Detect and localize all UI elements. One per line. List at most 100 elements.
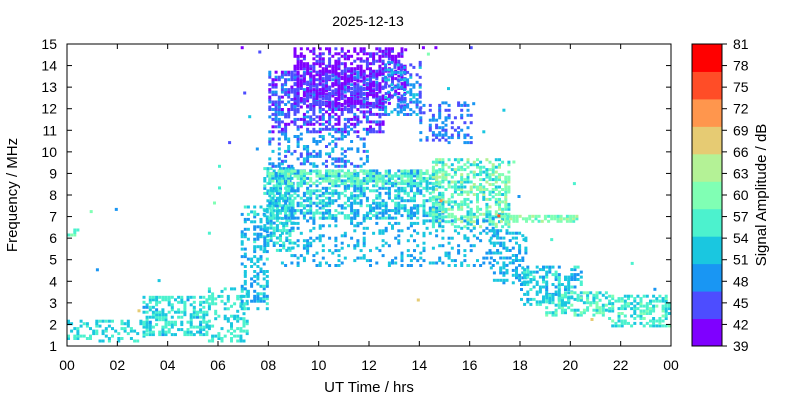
signal-point	[576, 313, 580, 317]
signal-point	[639, 317, 643, 320]
signal-point	[394, 89, 398, 93]
signal-point	[321, 97, 325, 100]
signal-point	[435, 210, 439, 214]
signal-point	[95, 329, 99, 333]
signal-point	[406, 181, 410, 185]
signal-point	[365, 59, 369, 63]
signal-point	[279, 204, 282, 208]
signal-point	[391, 224, 394, 228]
signal-point	[412, 95, 416, 99]
signal-point	[520, 297, 523, 301]
signal-point	[608, 307, 612, 311]
signal-point	[400, 251, 404, 255]
signal-point	[422, 204, 426, 208]
signal-point	[243, 235, 247, 239]
signal-point	[331, 110, 335, 114]
signal-point	[315, 84, 319, 88]
signal-point	[466, 103, 470, 107]
signal-point	[253, 232, 257, 236]
signal-point	[269, 231, 273, 235]
signal-point	[447, 103, 451, 107]
signal-point	[515, 217, 519, 221]
signal-point	[400, 204, 404, 208]
signal-point	[419, 179, 423, 183]
signal-point	[343, 94, 347, 98]
signal-point	[528, 217, 532, 221]
signal-point	[524, 236, 528, 240]
signal-point	[450, 259, 454, 263]
signal-point	[268, 88, 272, 92]
signal-point	[399, 108, 403, 112]
signal-point	[274, 125, 278, 129]
signal-point	[627, 304, 630, 308]
signal-point	[271, 78, 275, 82]
signal-point	[438, 160, 442, 164]
signal-point	[391, 259, 394, 263]
signal-point	[397, 74, 401, 78]
signal-point	[425, 177, 429, 181]
signal-point	[557, 278, 561, 281]
signal-point	[207, 297, 211, 301]
signal-point	[564, 285, 567, 289]
signal-point	[642, 304, 646, 308]
signal-point	[387, 214, 391, 218]
signal-point	[396, 103, 400, 107]
signal-point	[518, 278, 522, 282]
signal-point	[343, 77, 347, 81]
signal-point	[359, 79, 363, 83]
signal-point	[505, 268, 509, 272]
signal-point	[315, 209, 319, 213]
signal-point	[350, 211, 354, 215]
signal-point	[337, 259, 341, 263]
signal-point	[312, 254, 316, 258]
signal-point	[378, 216, 382, 220]
signal-point	[518, 251, 522, 255]
signal-point	[548, 293, 552, 297]
signal-point	[491, 178, 495, 182]
plot-area: 00 02 04 06 08 10 12 14 16 18 20 22 0012345678910111…	[41, 36, 679, 373]
signal-point	[384, 110, 388, 114]
signal-point	[285, 239, 289, 242]
signal-point	[284, 127, 288, 131]
signal-point	[205, 313, 209, 317]
signal-point	[296, 177, 300, 181]
signal-point	[661, 304, 665, 308]
signal-point	[325, 145, 328, 148]
signal-point	[340, 152, 344, 156]
y-tick-label: 1	[49, 338, 57, 354]
signal-point	[397, 92, 401, 95]
signal-point	[498, 197, 501, 201]
signal-point	[340, 179, 344, 183]
signal-point	[359, 249, 363, 253]
signal-point	[312, 79, 316, 83]
signal-point	[158, 333, 162, 337]
signal-point	[350, 196, 354, 200]
signal-point	[321, 162, 325, 166]
signal-point	[92, 329, 96, 333]
signal-point	[623, 319, 627, 323]
signal-point	[482, 130, 486, 134]
signal-point	[494, 158, 498, 162]
signal-point	[375, 74, 379, 78]
signal-point	[466, 202, 470, 206]
signal-point	[409, 73, 413, 77]
signal-point	[598, 308, 602, 312]
signal-point	[328, 236, 332, 240]
signal-point	[503, 214, 506, 218]
signal-point	[315, 189, 319, 193]
signal-point	[277, 147, 281, 151]
signal-point	[302, 99, 306, 103]
signal-point	[381, 79, 385, 83]
signal-point	[444, 123, 448, 127]
signal-point	[274, 78, 278, 82]
signal-point	[548, 270, 552, 274]
signal-point	[438, 207, 442, 211]
signal-point	[406, 209, 410, 213]
signal-point	[463, 219, 467, 223]
signal-point	[450, 185, 454, 189]
signal-point	[265, 302, 269, 306]
signal-point	[498, 207, 501, 211]
signal-point	[312, 149, 316, 153]
signal-point	[334, 219, 338, 223]
signal-point	[199, 333, 203, 337]
